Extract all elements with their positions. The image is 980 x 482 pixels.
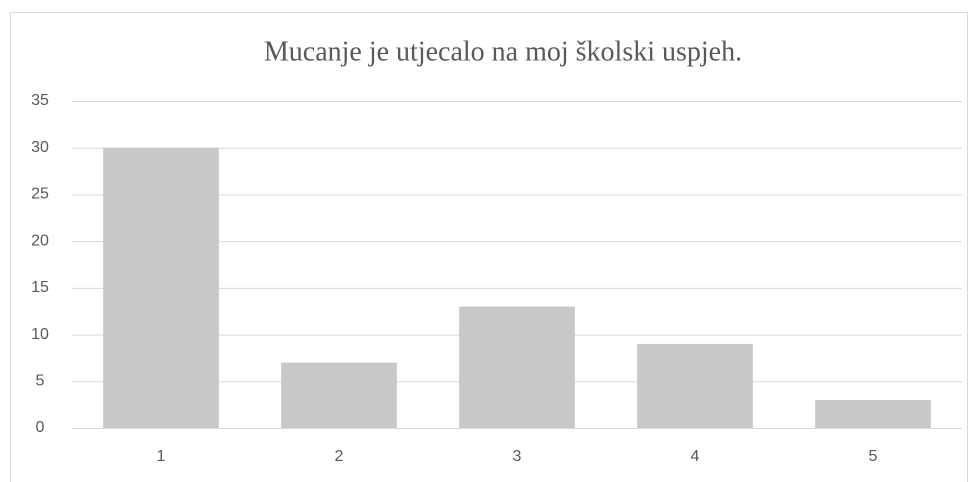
chart-frame [10, 12, 968, 482]
bar [637, 343, 753, 428]
y-tick-label: 10 [31, 326, 49, 343]
x-tick-label: 3 [513, 448, 522, 465]
bar [815, 399, 931, 428]
y-tick-label: 15 [31, 279, 49, 296]
x-tick-label: 4 [691, 448, 700, 465]
chart-title: Mucanje je utjecalo na moj školski uspje… [264, 36, 742, 67]
y-tick-label: 30 [31, 139, 49, 156]
bar [459, 306, 575, 428]
bar [103, 147, 219, 428]
y-tick-label: 5 [36, 373, 45, 390]
y-tick-label: 25 [31, 186, 49, 203]
y-tick-label: 35 [31, 92, 49, 109]
y-tick-label: 20 [31, 232, 49, 249]
x-tick-label: 2 [335, 448, 344, 465]
x-tick-label: 1 [157, 448, 166, 465]
bar [281, 362, 397, 428]
x-tick-label: 5 [869, 448, 878, 465]
y-tick-label: 0 [36, 419, 45, 436]
